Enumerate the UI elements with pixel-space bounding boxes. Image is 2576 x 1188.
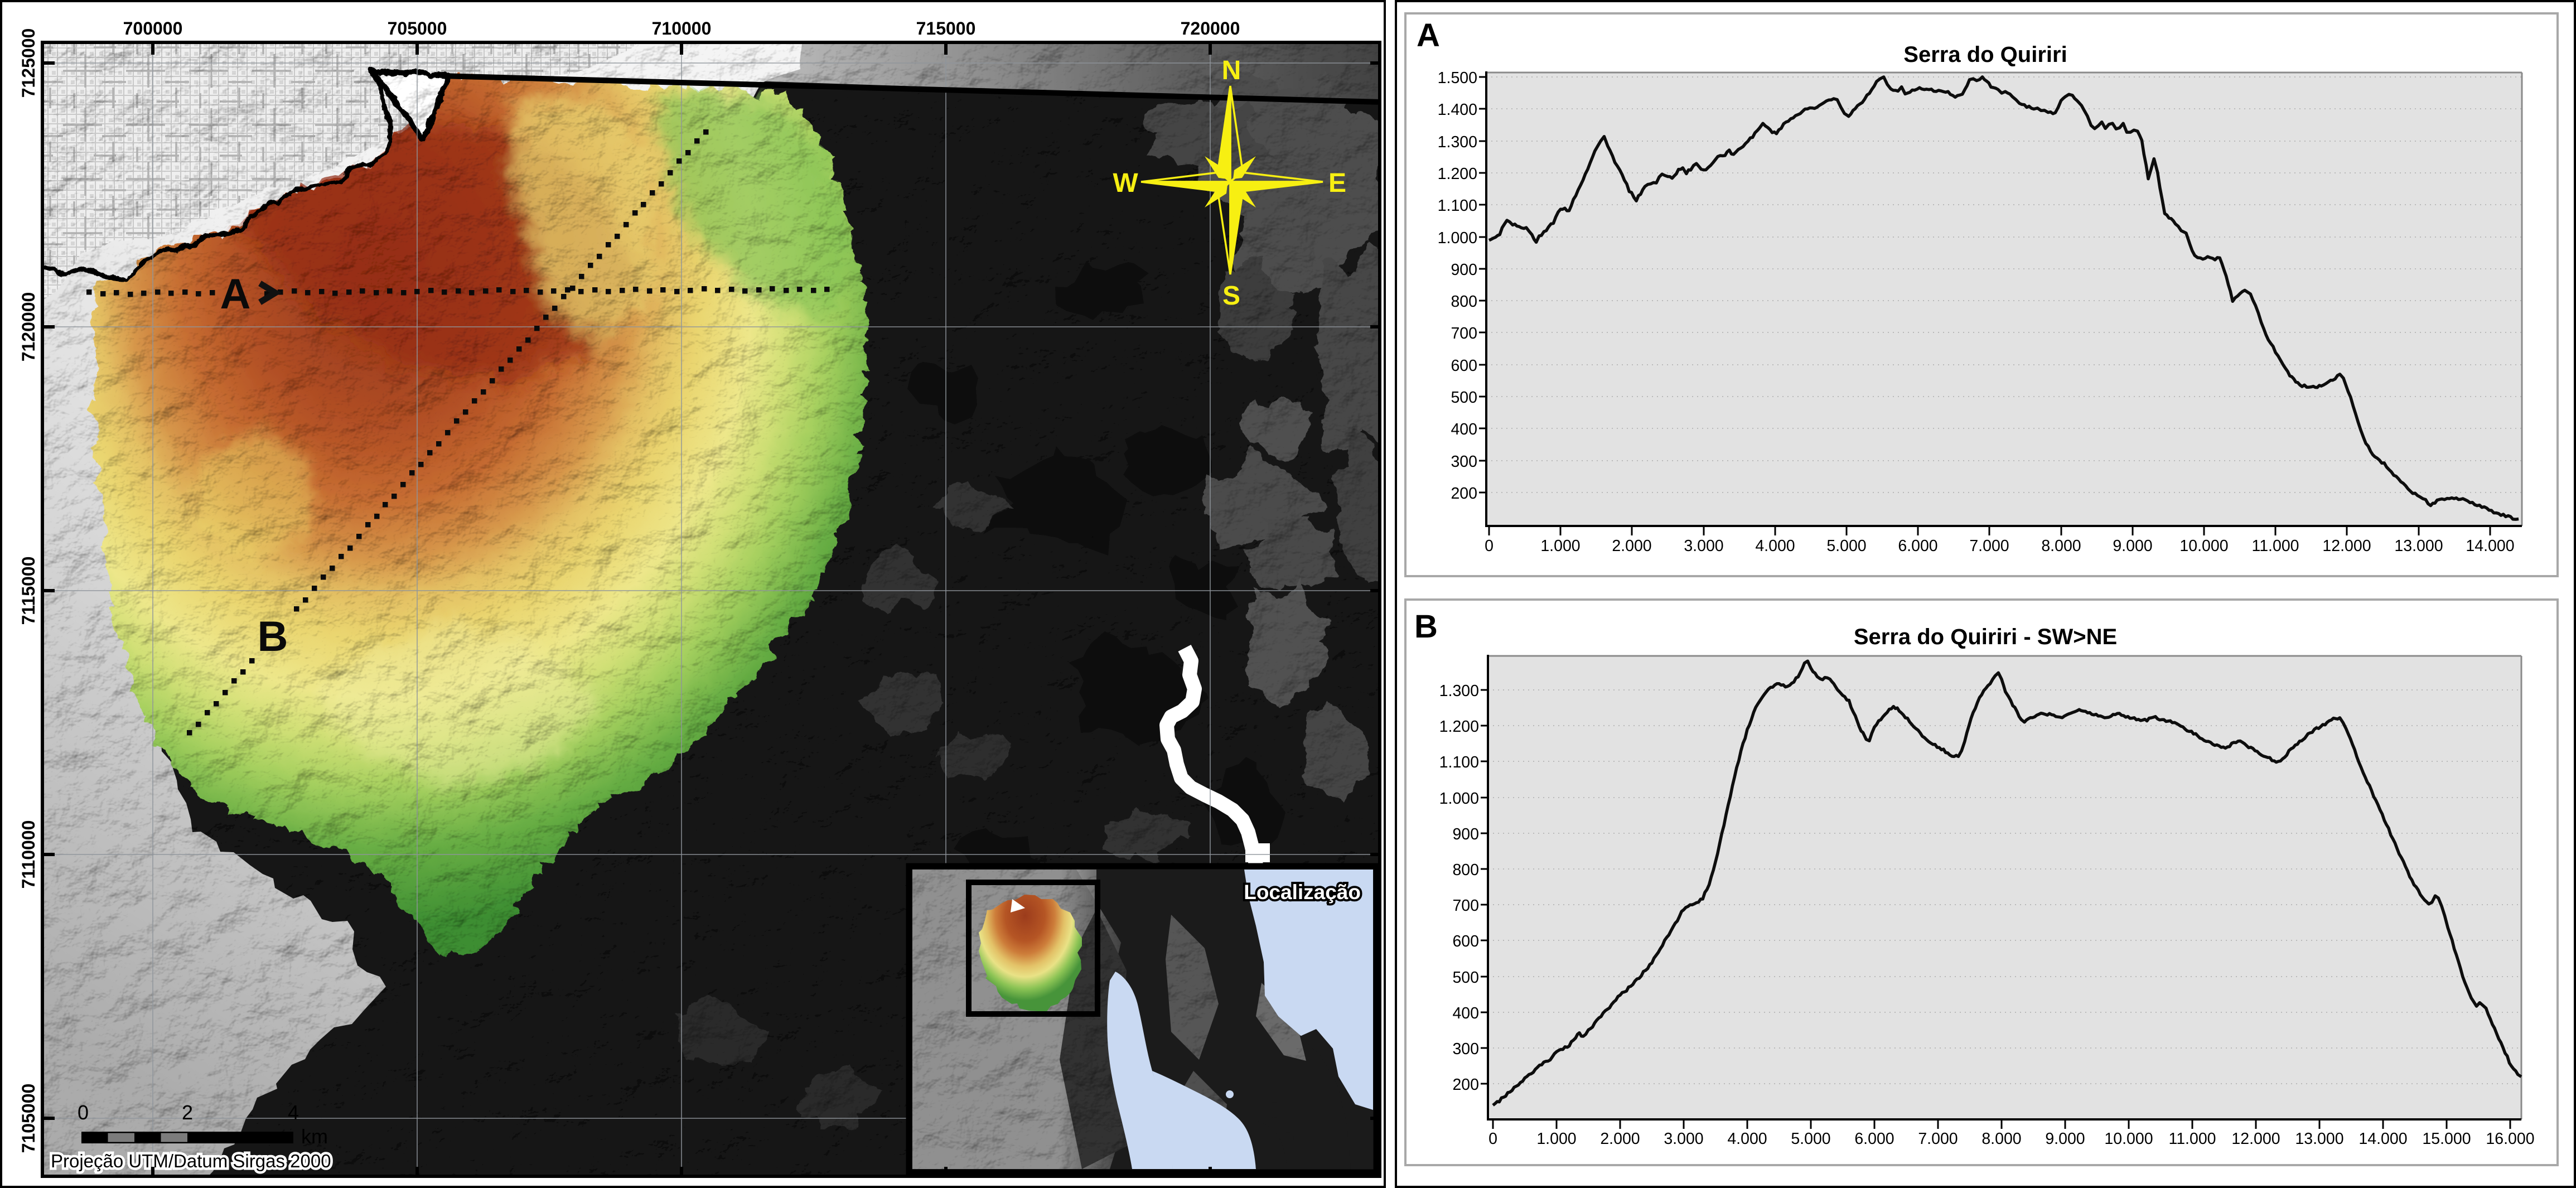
svg-text:0: 0 [1485, 537, 1494, 555]
svg-text:400: 400 [1451, 421, 1477, 438]
svg-text:8.000: 8.000 [1981, 1130, 2021, 1148]
svg-text:4: 4 [288, 1101, 299, 1124]
svg-text:400: 400 [1452, 1005, 1479, 1022]
svg-text:10.000: 10.000 [2179, 537, 2228, 555]
svg-text:1.000: 1.000 [1536, 1130, 1576, 1148]
svg-text:3.000: 3.000 [1664, 1130, 1703, 1148]
svg-text:710000: 710000 [652, 18, 712, 38]
svg-text:13.000: 13.000 [2394, 537, 2443, 555]
svg-text:3.000: 3.000 [1684, 537, 1723, 555]
svg-text:1.200: 1.200 [1438, 165, 1477, 183]
svg-text:Serra do Quiriri: Serra do Quiriri [1903, 42, 2067, 67]
svg-text:5.000: 5.000 [1826, 537, 1866, 555]
svg-text:800: 800 [1451, 293, 1477, 311]
svg-text:720000: 720000 [1181, 18, 1240, 38]
svg-text:N: N [1222, 56, 1241, 85]
svg-text:700000: 700000 [123, 18, 183, 38]
svg-text:1.100: 1.100 [1439, 754, 1479, 771]
svg-text:2.000: 2.000 [1612, 537, 1651, 555]
svg-text:1.000: 1.000 [1438, 229, 1477, 247]
svg-text:1.500: 1.500 [1438, 69, 1477, 87]
svg-text:6.000: 6.000 [1898, 537, 1937, 555]
svg-text:13.000: 13.000 [2295, 1130, 2343, 1148]
svg-text:1.400: 1.400 [1438, 101, 1477, 119]
svg-text:A: A [220, 271, 251, 318]
svg-text:7110000: 7110000 [18, 820, 38, 889]
svg-text:11.000: 11.000 [2168, 1130, 2216, 1148]
svg-text:7125000: 7125000 [18, 28, 38, 98]
svg-text:2.000: 2.000 [1600, 1130, 1640, 1148]
svg-text:300: 300 [1452, 1040, 1479, 1058]
svg-text:11.000: 11.000 [2251, 537, 2299, 555]
svg-text:705000: 705000 [388, 18, 447, 38]
svg-text:200: 200 [1452, 1076, 1479, 1094]
svg-text:7.000: 7.000 [1969, 537, 2009, 555]
svg-text:9.000: 9.000 [2113, 537, 2152, 555]
svg-text:4.000: 4.000 [1755, 537, 1795, 555]
svg-text:0: 0 [78, 1101, 89, 1124]
svg-text:Localização: Localização [1244, 881, 1361, 904]
svg-text:900: 900 [1452, 825, 1479, 843]
svg-text:9.000: 9.000 [2045, 1130, 2085, 1148]
svg-text:4.000: 4.000 [1727, 1130, 1767, 1148]
svg-text:500: 500 [1452, 969, 1479, 987]
svg-text:1.000: 1.000 [1439, 790, 1479, 808]
svg-text:16.000: 16.000 [2486, 1130, 2534, 1148]
svg-text:B: B [1414, 609, 1438, 645]
svg-text:1.000: 1.000 [1540, 537, 1580, 555]
svg-text:1.300: 1.300 [1438, 133, 1477, 151]
svg-text:Projeção UTM/Datum Sirgas 2000: Projeção UTM/Datum Sirgas 2000 [51, 1151, 331, 1171]
svg-text:S: S [1222, 281, 1240, 311]
svg-text:900: 900 [1451, 261, 1477, 279]
svg-text:6.000: 6.000 [1854, 1130, 1894, 1148]
svg-text:7105000: 7105000 [18, 1084, 38, 1153]
svg-text:15.000: 15.000 [2422, 1130, 2471, 1148]
svg-text:B: B [258, 613, 288, 660]
svg-text:1.100: 1.100 [1438, 197, 1477, 215]
svg-text:0: 0 [1488, 1130, 1497, 1148]
svg-text:km: km [301, 1125, 328, 1148]
svg-text:300: 300 [1451, 453, 1477, 471]
svg-text:A: A [1417, 17, 1440, 54]
svg-text:1.300: 1.300 [1439, 682, 1479, 700]
svg-text:E: E [1328, 168, 1346, 198]
svg-text:14.000: 14.000 [2358, 1130, 2407, 1148]
svg-text:7120000: 7120000 [18, 292, 38, 362]
svg-text:Serra do Quiriri - SW>NE: Serra do Quiriri - SW>NE [1854, 625, 2117, 649]
svg-text:200: 200 [1451, 485, 1477, 503]
svg-text:W: W [1113, 168, 1138, 198]
svg-text:600: 600 [1451, 357, 1477, 375]
svg-text:700: 700 [1452, 897, 1479, 915]
svg-text:1.200: 1.200 [1439, 718, 1479, 736]
svg-text:7115000: 7115000 [18, 557, 38, 625]
svg-text:14.000: 14.000 [2466, 537, 2514, 555]
svg-text:500: 500 [1451, 389, 1477, 407]
svg-text:7.000: 7.000 [1918, 1130, 1958, 1148]
svg-text:2: 2 [182, 1101, 193, 1124]
svg-text:600: 600 [1452, 933, 1479, 950]
svg-text:12.000: 12.000 [2231, 1130, 2280, 1148]
svg-text:700: 700 [1451, 325, 1477, 342]
svg-text:10.000: 10.000 [2104, 1130, 2153, 1148]
svg-text:715000: 715000 [916, 18, 976, 38]
svg-text:8.000: 8.000 [2041, 537, 2081, 555]
svg-text:12.000: 12.000 [2322, 537, 2371, 555]
svg-text:5.000: 5.000 [1791, 1130, 1830, 1148]
svg-text:800: 800 [1452, 861, 1479, 879]
